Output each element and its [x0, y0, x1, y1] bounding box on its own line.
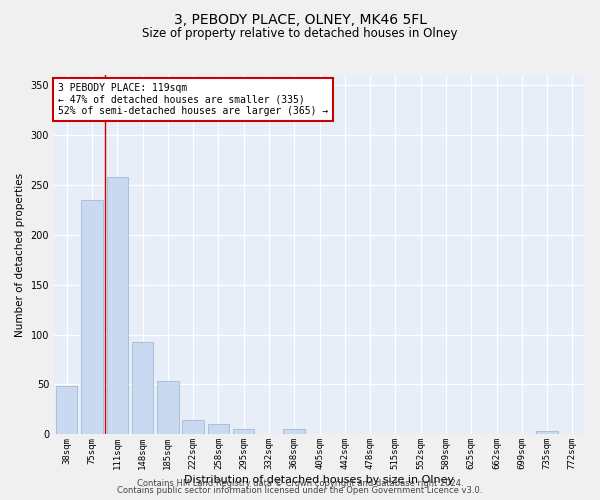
Bar [233, 430, 254, 434]
Bar [81, 200, 103, 434]
Bar [208, 424, 229, 434]
Text: Size of property relative to detached houses in Olney: Size of property relative to detached ho… [142, 28, 458, 40]
Bar [56, 386, 77, 434]
Bar [132, 342, 153, 434]
Text: 3, PEBODY PLACE, OLNEY, MK46 5FL: 3, PEBODY PLACE, OLNEY, MK46 5FL [173, 12, 427, 26]
Bar [283, 430, 305, 434]
Y-axis label: Number of detached properties: Number of detached properties [15, 172, 25, 337]
Text: Contains public sector information licensed under the Open Government Licence v3: Contains public sector information licen… [118, 486, 482, 495]
X-axis label: Distribution of detached houses by size in Olney: Distribution of detached houses by size … [184, 475, 455, 485]
Text: Contains HM Land Registry data © Crown copyright and database right 2024.: Contains HM Land Registry data © Crown c… [137, 478, 463, 488]
Text: 3 PEBODY PLACE: 119sqm
← 47% of detached houses are smaller (335)
52% of semi-de: 3 PEBODY PLACE: 119sqm ← 47% of detached… [58, 83, 328, 116]
Bar [107, 177, 128, 434]
Bar [157, 380, 179, 434]
Bar [536, 432, 558, 434]
Bar [182, 420, 204, 434]
